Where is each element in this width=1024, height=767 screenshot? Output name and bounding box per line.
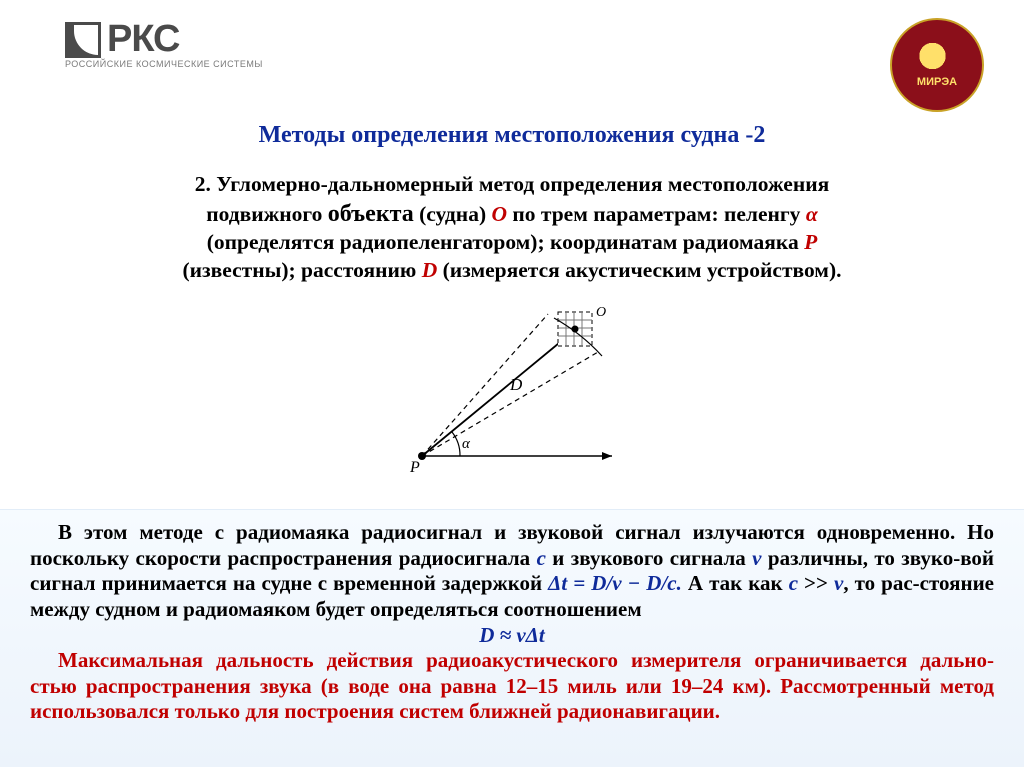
footer-p2: Максимальная дальность действия радиоаку…	[30, 648, 994, 725]
intro-l2a: подвижного	[206, 202, 327, 226]
eq1: Δt = D/v − D/c.	[548, 571, 682, 595]
logo-pkc: РКС РОССИЙСКИЕ КОСМИЧЕСКИЕ СИСТЕМЫ	[65, 18, 263, 69]
sym-v1: v	[752, 546, 761, 570]
diagram: P O α D	[0, 296, 1024, 476]
intro-l1: 2. Угломерно-дальномерный метод определе…	[195, 172, 830, 196]
pkc-subtitle: РОССИЙСКИЕ КОСМИЧЕСКИЕ СИСТЕМЫ	[65, 59, 263, 69]
intro-l2c: (судна)	[414, 202, 492, 226]
gg: >>	[798, 571, 834, 595]
diagram-svg: P O α D	[402, 296, 622, 476]
intro-block: 2. Угломерно-дальномерный метод определе…	[80, 171, 944, 284]
svg-text:O: O	[596, 305, 606, 320]
intro-l4b: (измеряется акустическим устройством).	[437, 258, 841, 282]
intro-l3a: (определятся радиопеленгатором); координ…	[207, 230, 804, 254]
header-row: РКС РОССИЙСКИЕ КОСМИЧЕСКИЕ СИСТЕМЫ МИРЭА	[0, 0, 1024, 112]
f-p1b: и звукового сигнала	[546, 546, 752, 570]
pkc-mark-icon	[65, 22, 101, 58]
svg-text:D: D	[509, 375, 523, 394]
eq2: D ≈ vΔt	[30, 623, 994, 649]
footer-p1: В этом методе с радиомаяка радиосигнал и…	[30, 520, 994, 622]
symbol-alpha: α	[806, 202, 818, 226]
intro-l4a: (известны); расстоянию	[182, 258, 421, 282]
sym-c2: c	[789, 571, 798, 595]
intro-obj: объекта	[328, 201, 414, 227]
sym-v2: v	[834, 571, 843, 595]
footer-block: В этом методе с радиомаяка радиосигнал и…	[0, 509, 1024, 767]
logo-pkc-row: РКС	[65, 18, 263, 61]
symbol-D: D	[422, 258, 438, 282]
logo-mirea: МИРЭА	[890, 18, 984, 112]
sym-c1: c	[537, 546, 546, 570]
svg-text:α: α	[462, 436, 471, 452]
pkc-text: РКС	[107, 18, 179, 61]
page-title: Методы определения местоположения судна …	[0, 122, 1024, 149]
svg-text:P: P	[409, 459, 420, 476]
symbol-P: P	[804, 230, 817, 254]
intro-l2d: по трем параметрам: пеленгу	[507, 202, 806, 226]
f-p1d: А так как	[682, 571, 789, 595]
symbol-O: O	[491, 202, 507, 226]
mirea-text: МИРЭА	[917, 76, 957, 88]
